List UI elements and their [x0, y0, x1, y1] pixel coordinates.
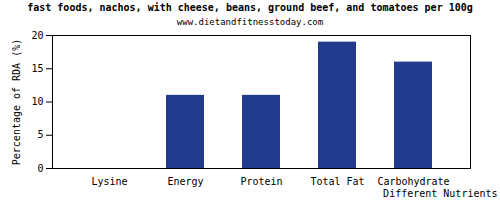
html-text:fast foods, nachos, with chees: fast foods, nachos, with cheese, beans, … — [27, 2, 473, 13]
svg-text:Energy: Energy — [167, 176, 203, 187]
svg-text:20: 20 — [31, 30, 43, 41]
svg-text:10: 10 — [31, 96, 43, 107]
svg-text:Different Nutrients: Different Nutrients — [383, 188, 497, 199]
svg-text:Carbohydrate: Carbohydrate — [377, 176, 449, 187]
svg-text:Total Fat: Total Fat — [310, 176, 364, 187]
svg-text:15: 15 — [31, 63, 43, 74]
svg-text:Lysine: Lysine — [91, 176, 127, 187]
svg-text:5: 5 — [37, 129, 43, 140]
svg-text:Percentage of RDA (%): Percentage of RDA (%) — [11, 39, 22, 165]
html-text:www.dietandfitnesstoday.com: www.dietandfitnesstoday.com — [176, 17, 324, 27]
svg-text:Protein: Protein — [240, 176, 282, 187]
svg-text:0: 0 — [37, 163, 43, 174]
